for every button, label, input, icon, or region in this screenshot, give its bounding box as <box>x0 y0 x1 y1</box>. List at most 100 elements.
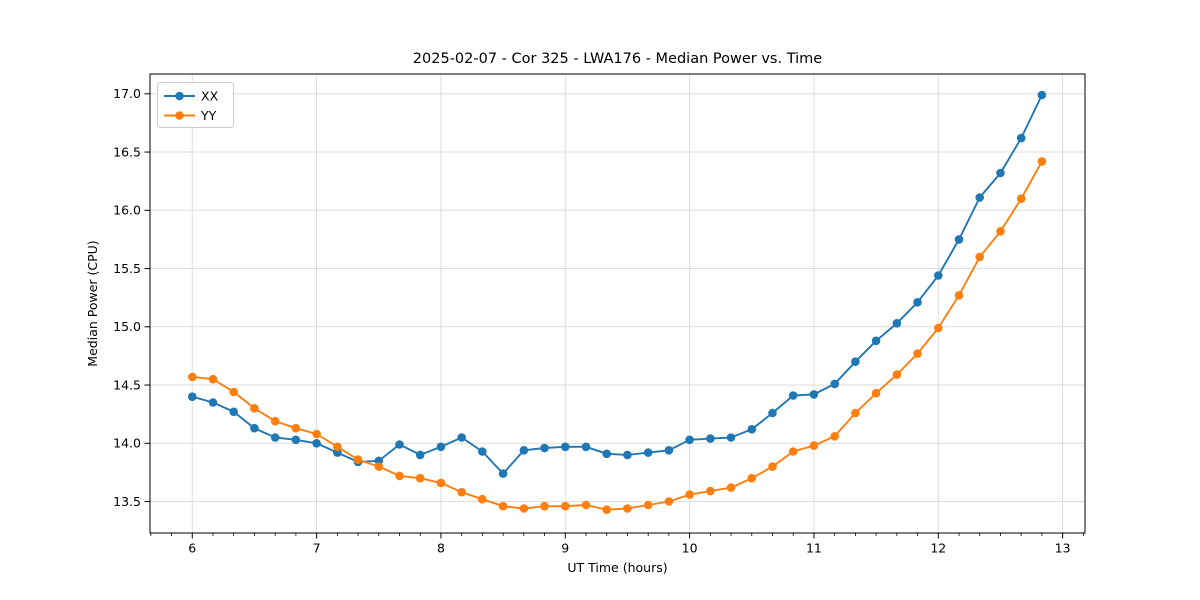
series-yy <box>188 157 1047 514</box>
x-axis-label: UT Time (hours) <box>567 560 667 575</box>
y-tick-label: 13.5 <box>113 494 141 509</box>
data-point-yy <box>229 387 238 397</box>
legend-marker-xx <box>175 91 184 101</box>
y-axis-label: Median Power (CPU) <box>85 240 100 366</box>
data-point-xx <box>685 435 694 445</box>
data-point-yy <box>934 323 943 333</box>
series-line-yy <box>192 160 1043 511</box>
data-point-xx <box>581 442 591 452</box>
data-point-xx <box>478 447 487 456</box>
legend: XX YY <box>157 82 234 128</box>
data-point-yy <box>498 501 508 511</box>
x-tick-label: 7 <box>313 541 321 556</box>
data-point-xx <box>954 235 964 244</box>
data-point-yy <box>892 370 902 379</box>
data-point-xx <box>415 450 425 460</box>
data-point-xx <box>892 319 902 328</box>
data-point-yy <box>830 432 839 441</box>
y-tick-label: 16.0 <box>113 203 141 218</box>
data-point-xx <box>913 298 922 307</box>
data-point-xx <box>561 442 570 452</box>
data-point-xx <box>851 357 860 367</box>
axis-ticks: 6 7 8 9 10 11 12 13 13.5 14.0 14.5 15.0 15.5 16.0 16.5… <box>113 86 1084 556</box>
data-point-xx <box>830 379 839 389</box>
data-point-xx <box>540 443 549 453</box>
x-tick-label: 10 <box>682 541 698 556</box>
y-tick-label: 14.5 <box>113 377 141 392</box>
data-point-xx <box>188 392 197 402</box>
data-point-yy <box>871 388 881 398</box>
x-tick-label: 13 <box>1055 541 1071 556</box>
data-point-xx <box>768 408 777 418</box>
data-point-xx <box>871 336 881 346</box>
series-xx <box>188 90 1047 478</box>
data-point-xx <box>664 446 674 455</box>
data-point-xx <box>270 433 280 442</box>
data-point-xx <box>291 435 301 445</box>
plot-border <box>149 73 1086 534</box>
legend-marker-yy <box>175 111 184 120</box>
data-point-yy <box>312 429 321 439</box>
grid-lines <box>150 74 1085 533</box>
data-point-yy <box>643 500 653 510</box>
data-point-xx <box>643 448 653 457</box>
legend-box <box>157 82 234 128</box>
data-point-yy <box>975 252 984 262</box>
data-point-yy <box>188 372 197 382</box>
data-point-yy <box>809 441 819 450</box>
y-tick-label: 17.0 <box>113 86 141 101</box>
data-point-yy <box>270 416 280 426</box>
data-point-xx <box>312 439 321 448</box>
data-point-yy <box>623 504 632 513</box>
data-point-xx <box>1016 133 1026 143</box>
data-point-yy <box>726 483 736 492</box>
data-point-xx <box>623 450 632 460</box>
data-point-yy <box>540 501 549 511</box>
data-point-yy <box>208 374 218 384</box>
x-tick-label: 11 <box>806 541 822 556</box>
data-point-xx <box>726 433 736 442</box>
data-point-yy <box>1016 194 1026 203</box>
data-point-yy <box>851 408 860 418</box>
x-tick-label: 9 <box>561 541 569 556</box>
y-tick-label: 16.5 <box>113 144 141 159</box>
data-point-yy <box>353 455 363 464</box>
data-point-yy <box>519 504 529 513</box>
x-tick-label: 8 <box>437 541 445 556</box>
data-point-xx <box>975 193 984 202</box>
data-point-yy <box>788 447 798 456</box>
legend-label-xx: XX <box>201 89 219 104</box>
data-point-xx <box>498 469 508 478</box>
data-point-xx <box>250 423 259 433</box>
data-point-xx <box>519 446 529 455</box>
data-point-yy <box>1037 157 1047 166</box>
data-point-yy <box>436 478 446 488</box>
data-point-yy <box>706 486 715 496</box>
data-point-xx <box>706 434 715 443</box>
data-point-xx <box>934 271 943 280</box>
data-point-xx <box>788 391 798 400</box>
legend-label-yy: YY <box>200 108 217 123</box>
chart-title: 2025-02-07 - Cor 325 - LWA176 - Median P… <box>413 51 822 67</box>
data-point-yy <box>581 500 591 510</box>
data-point-xx <box>229 407 238 417</box>
data-point-yy <box>291 423 301 433</box>
data-series <box>188 90 1047 514</box>
data-point-xx <box>395 440 404 449</box>
data-point-yy <box>685 490 694 499</box>
data-point-yy <box>768 462 777 471</box>
data-point-xx <box>208 398 218 407</box>
data-point-xx <box>809 390 819 399</box>
data-point-yy <box>913 349 922 358</box>
data-point-yy <box>664 497 674 506</box>
data-point-yy <box>250 404 259 413</box>
data-point-xx <box>436 442 446 452</box>
data-point-yy <box>954 291 964 300</box>
data-point-yy <box>374 462 384 471</box>
data-point-xx <box>996 168 1005 178</box>
data-point-yy <box>747 473 757 483</box>
x-tick-label: 12 <box>930 541 946 556</box>
data-point-yy <box>602 505 611 514</box>
